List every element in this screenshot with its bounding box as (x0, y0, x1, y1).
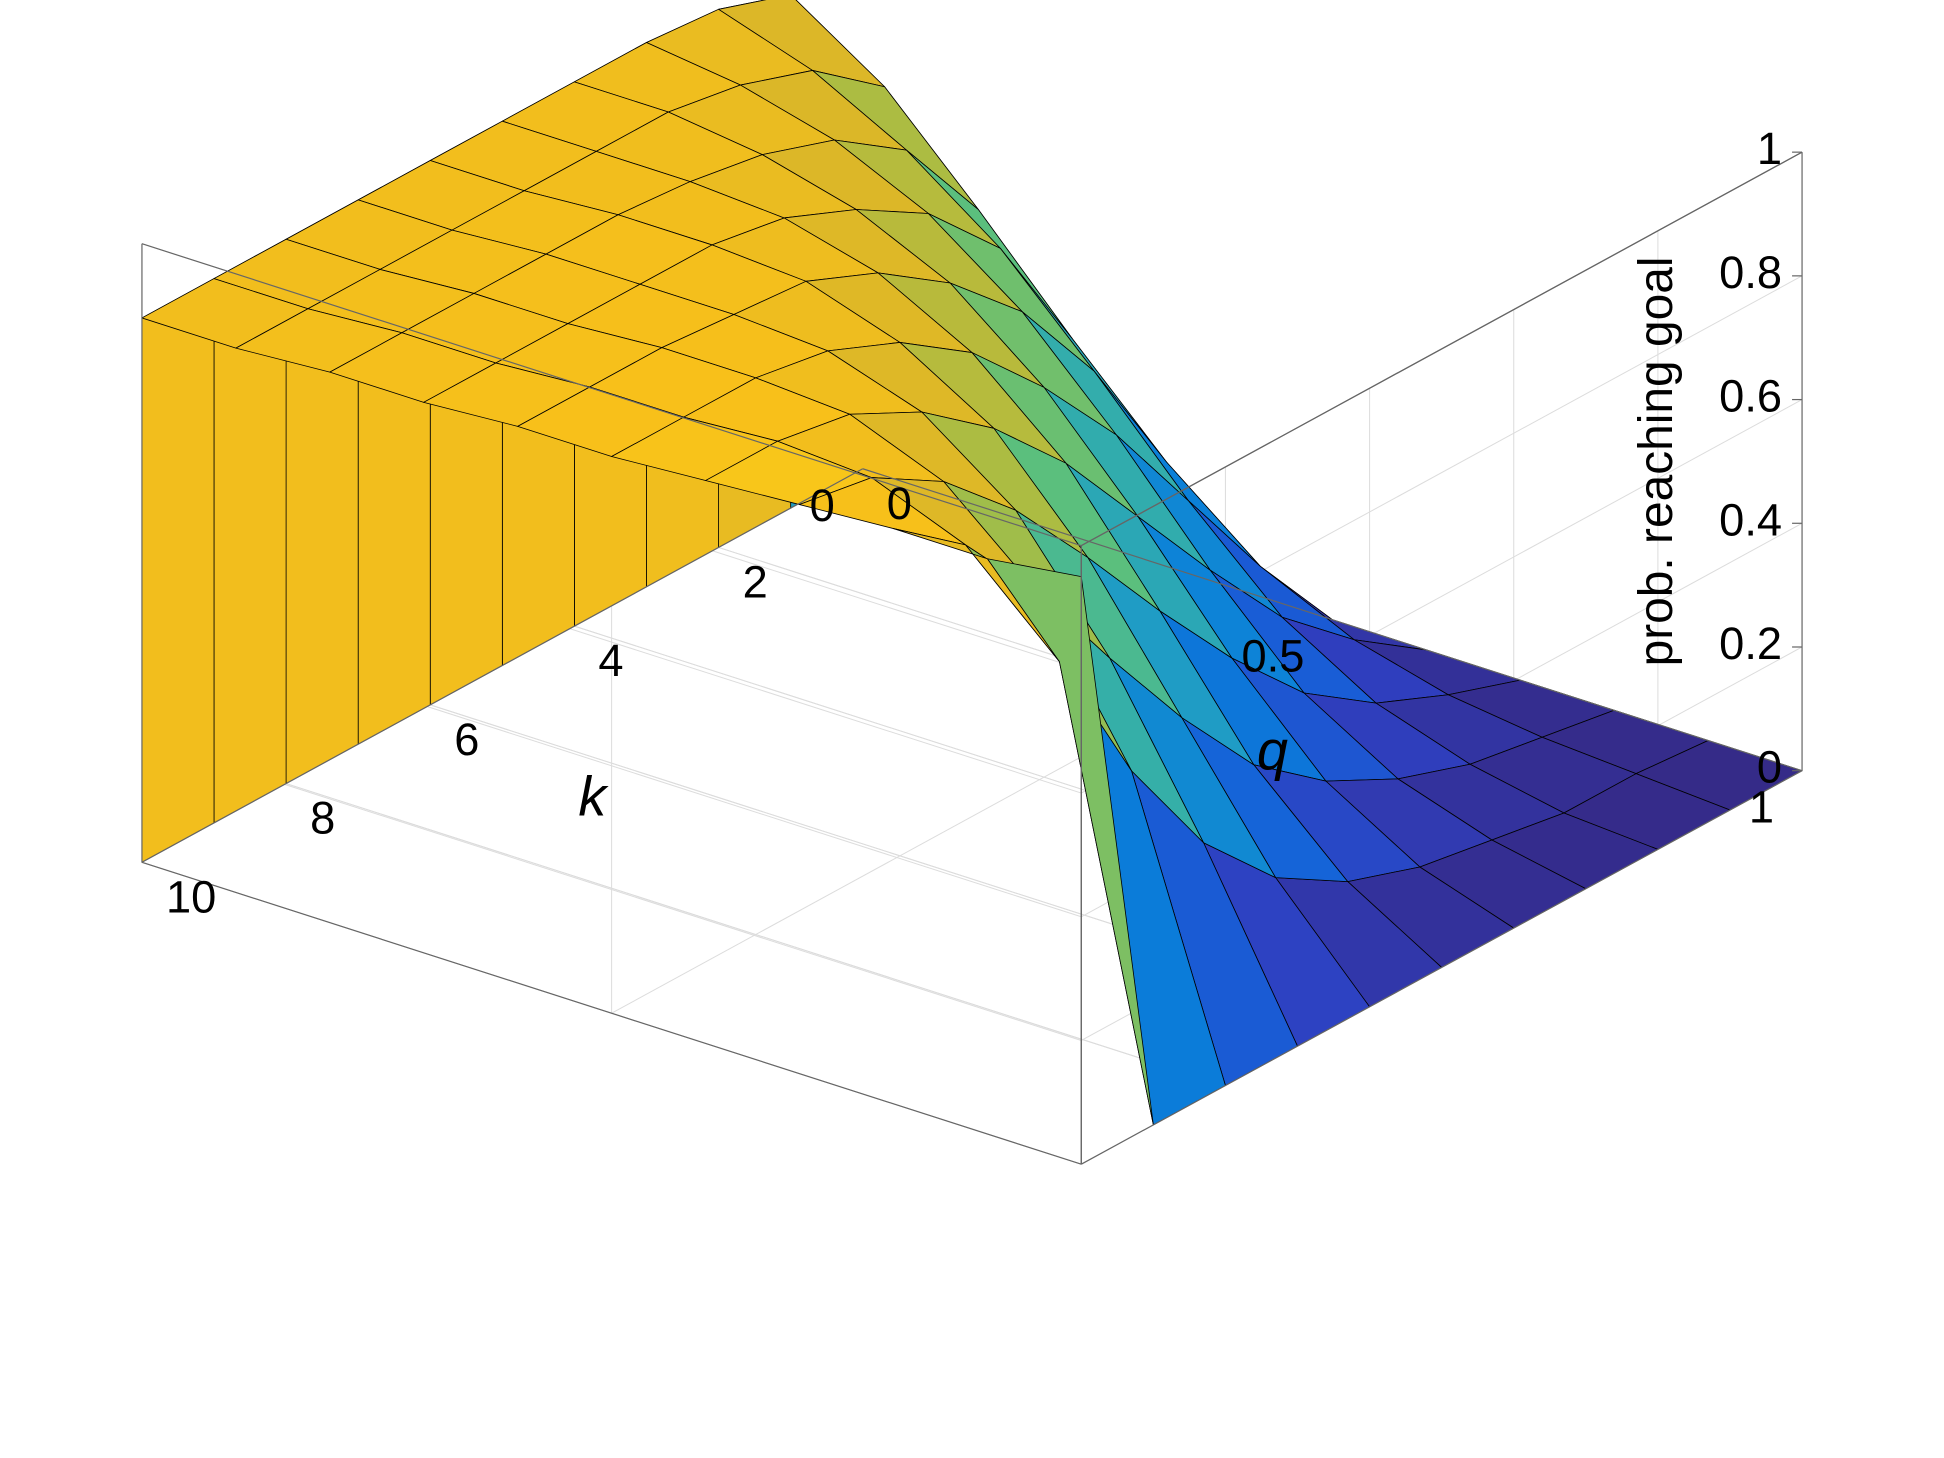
z-tick-label: 0.8 (1719, 247, 1782, 298)
x-axis-title: q (1257, 719, 1288, 782)
y-tick-label: 4 (598, 635, 623, 686)
surface-3d-chart: 00.20.40.60.8100.510246810prob. reaching… (0, 0, 1944, 1458)
chart-container: 00.20.40.60.8100.510246810prob. reaching… (0, 0, 1944, 1458)
y-tick-label: 8 (310, 793, 335, 844)
x-tick-label: 1 (1749, 782, 1774, 833)
z-tick-label: 0.2 (1719, 618, 1782, 669)
y-tick-label: 10 (166, 871, 216, 922)
y-tick-label: 6 (454, 714, 479, 765)
y-tick-label: 0 (887, 478, 912, 529)
z-tick-label: 0.6 (1719, 371, 1782, 422)
z-tick-label: 1 (1757, 123, 1782, 174)
y-tick-label: 2 (743, 556, 768, 607)
x-tick-label: 0 (810, 480, 835, 531)
y-axis-title: k (578, 765, 609, 828)
z-tick-label: 0.4 (1719, 494, 1782, 545)
x-tick-label: 0.5 (1242, 631, 1305, 682)
z-axis-title: prob. reaching goal (1630, 256, 1683, 666)
